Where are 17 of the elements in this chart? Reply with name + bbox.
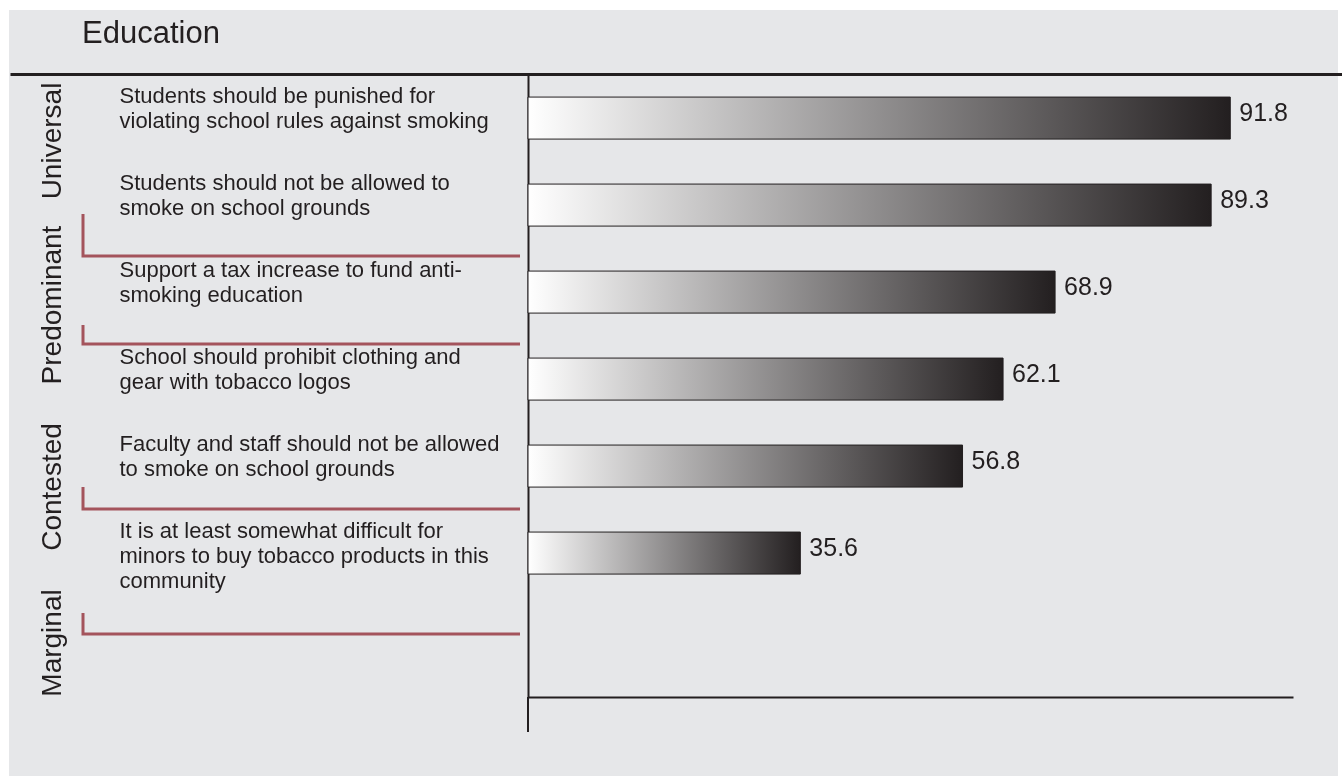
y-tick-label: Students should be punished for violating school rules against smoking: [119, 83, 489, 134]
y-tick-label: It is at least somewhat difficult for minors to buy tobacco products in this community: [119, 518, 489, 594]
data-label: 89.3: [1220, 185, 1269, 214]
y-tick-label: Faculty and staff should not be allowed to smoke on school grounds: [119, 431, 500, 482]
text: Education: [82, 15, 220, 50]
data-label: 35.6: [809, 533, 859, 562]
text: Contested: [36, 423, 67, 551]
data-label: 91.8: [1239, 98, 1288, 127]
text: Marginal: [36, 589, 67, 697]
y-tick-label: Students should not be allowed to smoke on school grounds: [119, 170, 450, 221]
y-tick-label: School should prohibit clothing and gear with tobacco logos: [119, 344, 461, 395]
text: Universal: [36, 82, 67, 200]
data-label: 56.8: [971, 446, 1021, 475]
text: Predominant: [36, 225, 67, 385]
y-tick-label: Support a tax increase to fund anti-smoking education: [119, 257, 462, 308]
data-label: 68.9: [1064, 272, 1113, 301]
data-label: 62.1: [1012, 359, 1061, 388]
